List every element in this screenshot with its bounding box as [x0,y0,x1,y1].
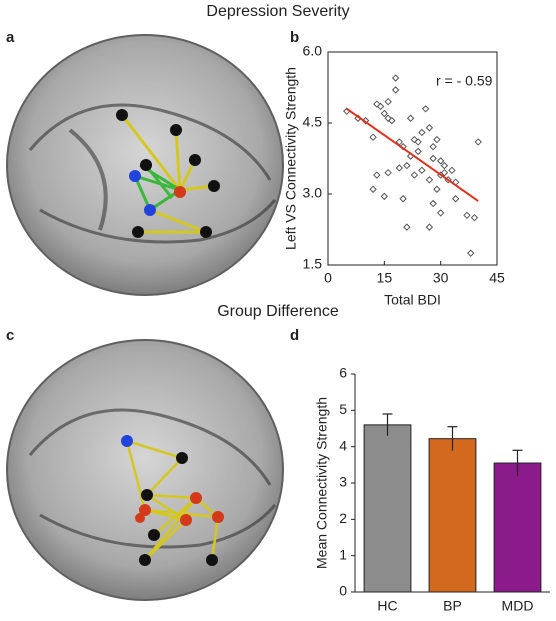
point [433,185,441,193]
point [380,109,389,118]
bar [428,438,477,593]
point [395,164,404,172]
trend-line [346,107,479,202]
point [414,138,422,146]
y-tick-label: 6.0 [303,43,323,59]
brain-a [6,34,284,296]
point [369,185,377,193]
y-tick-label: 1 [339,546,347,562]
y-axis-label: Mean Connectivity Strength [314,397,330,569]
y-tick-label: 3.0 [303,185,323,201]
point [433,135,441,144]
y-tick-label: 0 [339,583,347,599]
point [425,176,434,184]
point [384,114,392,122]
point [388,116,396,125]
point [399,142,407,151]
point [373,100,381,108]
point [436,157,445,165]
point [429,142,437,151]
x-tick-label: HC [377,598,397,614]
point [384,97,392,106]
panel-label: c [6,327,14,344]
x-tick-label: 0 [324,270,332,286]
point [474,138,482,146]
x-tick-label: 45 [489,270,505,286]
annotation: r = - 0.59 [436,73,493,89]
x-axis-label: Total BDI [384,292,441,308]
point [470,213,479,222]
point [425,223,434,231]
point [467,249,475,257]
point [369,133,377,141]
point [403,223,411,231]
point [410,171,419,179]
point [440,168,449,177]
plot-frame [327,51,498,266]
brain-c [6,339,284,601]
y-tick-label: 4 [339,437,347,453]
y-tick-label: 5 [339,401,347,417]
point [451,195,460,203]
point [384,168,392,177]
point [418,166,426,175]
x-tick-label: 30 [433,270,449,286]
x-tick-label: MDD [502,598,534,614]
y-tick-label: 4.5 [303,114,323,130]
point [399,195,407,203]
point [418,128,426,137]
section-title: Group Difference [217,303,339,320]
y-tick-label: 3 [339,474,347,490]
section-title: Depression Severity [206,3,349,20]
y-tick-label: 1.5 [303,256,323,272]
y-axis-label: Left VS Connectivity Strength [283,67,299,250]
x-tick-label: 15 [377,270,393,286]
point [414,147,422,156]
panel-label: a [6,29,15,46]
point [391,86,400,94]
point [429,154,437,163]
bar [493,462,542,593]
point [429,199,437,208]
point [373,171,381,179]
point [425,124,434,132]
point [403,161,411,170]
panel-label: d [290,327,299,344]
point [421,105,430,113]
point [376,102,385,111]
x-tick-label: BP [443,598,462,614]
point [436,209,445,217]
bar [363,424,412,593]
point [463,211,471,220]
panel-label: b [290,29,299,46]
point [406,114,415,122]
point [380,192,389,201]
y-tick-label: 2 [339,510,347,526]
point [391,74,400,82]
point [410,135,419,144]
y-tick-label: 6 [339,365,347,381]
point [440,161,449,170]
point [448,166,456,175]
